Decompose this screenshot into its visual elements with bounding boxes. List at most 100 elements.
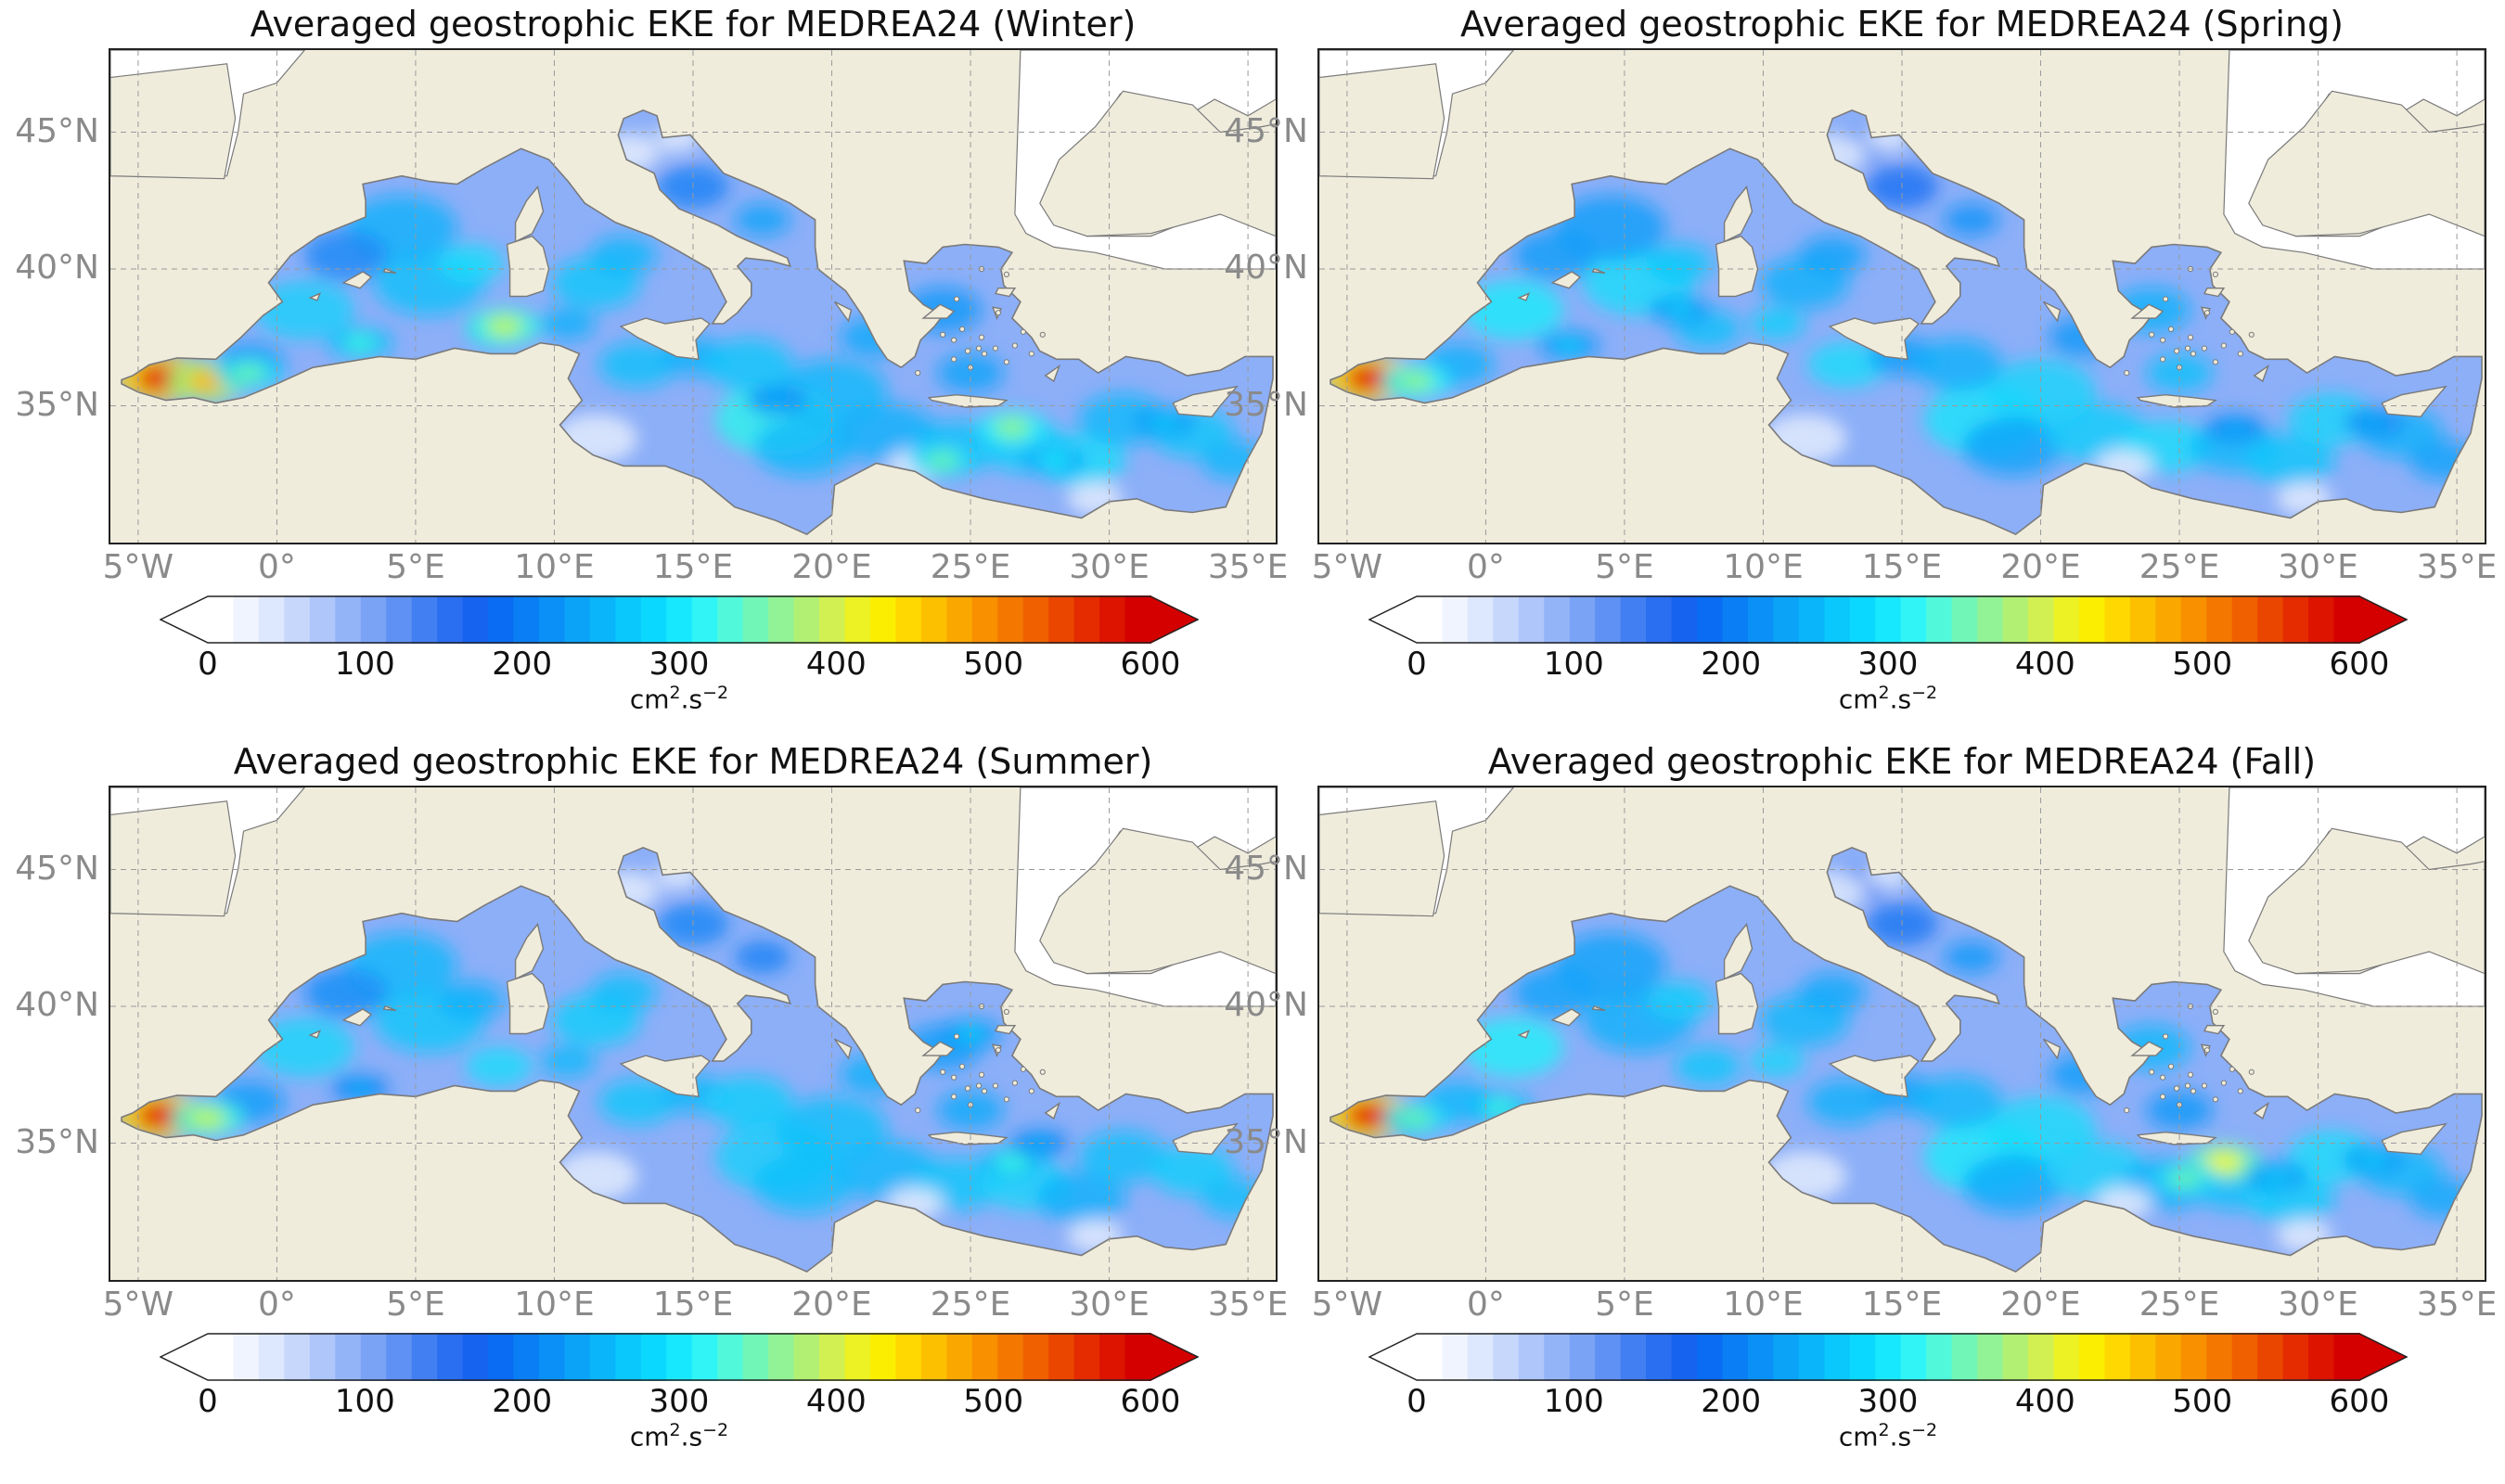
island xyxy=(833,301,853,323)
island xyxy=(2237,1088,2243,1094)
colorbar-outline xyxy=(1368,595,2408,644)
colorbar-tick-label: 600 xyxy=(1120,1383,1181,1420)
colorbar-swatch xyxy=(920,595,948,644)
lon-tick-label: 5°E xyxy=(1595,1286,1654,1324)
island xyxy=(2167,1063,2175,1069)
island xyxy=(2201,1082,2208,1089)
lon-tick-label: 5°W xyxy=(102,1286,174,1324)
island xyxy=(2381,385,2447,418)
lat-tick-label: 35°N xyxy=(1224,385,1308,424)
colorbar-swatch xyxy=(208,595,235,644)
eke-map xyxy=(1319,787,2485,1280)
colorbar-swatch xyxy=(1417,1333,1444,1381)
island xyxy=(992,345,999,352)
panel-title: Averaged geostrophic EKE for MEDREA24 (W… xyxy=(250,4,1137,45)
colorbar-swatch xyxy=(2180,1333,2208,1381)
island xyxy=(2229,1066,2235,1072)
island xyxy=(951,1074,957,1081)
island xyxy=(1723,185,1754,243)
colorbar-swatch xyxy=(2028,1333,2055,1381)
colorbar-swatch xyxy=(538,1333,566,1381)
island xyxy=(2203,1047,2211,1054)
island xyxy=(2212,271,2219,277)
island xyxy=(1039,1068,1046,1075)
island xyxy=(506,235,550,298)
colorbar-swatch xyxy=(1722,595,1749,644)
coastline xyxy=(1330,109,2483,536)
island xyxy=(2124,1107,2130,1114)
island xyxy=(1517,292,1531,301)
lat-tick-label: 45°N xyxy=(1224,111,1308,150)
colorbar-outline xyxy=(160,595,1199,644)
lat-tick-label: 40°N xyxy=(1224,986,1308,1024)
island xyxy=(506,972,550,1035)
colorbar-swatch xyxy=(2104,1333,2131,1381)
island xyxy=(921,1041,956,1056)
island xyxy=(2253,364,2270,383)
colorbar-swatch xyxy=(564,595,591,644)
island xyxy=(2130,1041,2165,1056)
panel-title: Averaged geostrophic EKE for MEDREA24 (F… xyxy=(1487,741,2317,782)
island xyxy=(308,1030,322,1039)
colorbar-tick-label: 200 xyxy=(492,646,553,683)
island xyxy=(1828,317,1920,361)
land-area xyxy=(1039,827,1276,975)
island xyxy=(995,310,1002,316)
island xyxy=(1003,271,1010,277)
island xyxy=(1723,922,1754,980)
colorbar-swatch xyxy=(2231,1333,2258,1381)
island xyxy=(978,334,985,340)
colorbar-swatch xyxy=(2053,1333,2080,1381)
colorbar-swatch xyxy=(1798,595,1826,644)
colorbar-swatch xyxy=(233,1333,260,1381)
lat-tick-label: 35°N xyxy=(15,385,99,424)
eke-map xyxy=(110,50,1276,543)
colorbar-swatch xyxy=(2002,1333,2029,1381)
colorbar-swatch xyxy=(2078,595,2106,644)
lon-tick-label: 0° xyxy=(1466,1286,1505,1324)
colorbar-swatch xyxy=(869,1333,897,1381)
colorbar-swatch xyxy=(1951,595,1978,644)
island xyxy=(978,1071,985,1078)
island xyxy=(2190,1088,2197,1094)
island xyxy=(995,1047,1002,1054)
panel-summer: Averaged geostrophic EKE for MEDREA24 (S… xyxy=(15,737,1288,1479)
lon-tick-label: 30°E xyxy=(1069,1286,1150,1324)
colorbar-swatch xyxy=(640,595,668,644)
colorbar-swatch xyxy=(946,595,973,644)
panel-winter: Averaged geostrophic EKE for MEDREA24 (W… xyxy=(15,0,1288,742)
colorbar-svg xyxy=(160,595,1199,644)
island xyxy=(975,1082,983,1089)
colorbar-swatch xyxy=(208,1333,235,1381)
island xyxy=(2203,288,2226,298)
island xyxy=(514,922,545,980)
colorbar-unit-label: cm2.s−2 xyxy=(1838,683,1938,715)
colorbar-tick-label: 0 xyxy=(198,1383,218,1420)
lat-tick-label: 35°N xyxy=(1224,1122,1308,1161)
map-area xyxy=(109,786,1278,1282)
colorbar-tick-label: 100 xyxy=(334,1383,395,1420)
colorbar-swatch xyxy=(589,595,617,644)
lon-tick-label: 10°E xyxy=(514,1286,595,1324)
island xyxy=(1003,1008,1010,1015)
colorbar-swatch xyxy=(360,1333,388,1381)
colorbar-swatch xyxy=(1722,1333,1749,1381)
island xyxy=(619,317,711,361)
colorbar-swatch xyxy=(258,1333,286,1381)
island xyxy=(2160,1074,2166,1081)
colorbar-extend-max xyxy=(2359,595,2408,644)
colorbar xyxy=(160,1333,1199,1381)
colorbar-tick-label: 300 xyxy=(1857,646,1919,683)
island xyxy=(951,1094,957,1100)
island xyxy=(2237,351,2243,357)
colorbar-svg xyxy=(160,1333,1199,1381)
colorbar-swatch xyxy=(2282,595,2309,644)
island xyxy=(2212,359,2219,365)
island xyxy=(940,1068,946,1075)
colorbar-unit-label: cm2.s−2 xyxy=(629,1420,729,1452)
island xyxy=(1044,1101,1061,1120)
land-area xyxy=(1319,63,1445,180)
island xyxy=(927,1131,1008,1145)
colorbar-extend-max xyxy=(2359,1333,2408,1381)
island xyxy=(1715,972,1759,1035)
